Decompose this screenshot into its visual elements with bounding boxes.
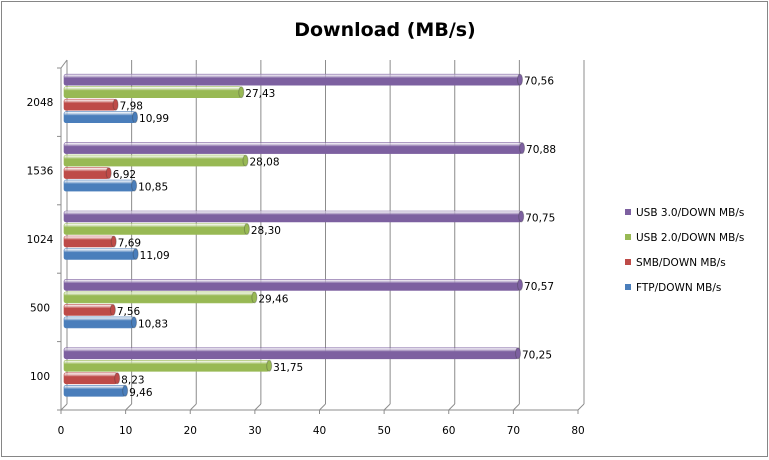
data-label: 9,46	[129, 387, 153, 399]
data-label: 29,46	[258, 293, 288, 305]
bar-cap	[131, 179, 138, 192]
bar	[63, 167, 110, 179]
data-label: 10,83	[138, 318, 168, 330]
bar-cap	[109, 303, 116, 316]
x-tick-label: 40	[313, 425, 326, 437]
data-label: 70,75	[525, 213, 555, 225]
x-tick-label: 80	[571, 425, 584, 437]
bar	[63, 179, 135, 192]
y-tick-label: 2048	[27, 97, 54, 109]
bar	[63, 142, 523, 154]
legend-swatch	[625, 284, 631, 290]
bar	[63, 210, 522, 223]
bar	[63, 304, 114, 316]
y-axis-top	[60, 59, 68, 69]
data-label: 70,25	[522, 349, 552, 361]
bar	[63, 223, 248, 235]
legend-label: USB 2.0/DOWN MB/s	[636, 232, 744, 244]
y-tick-label: 1536	[27, 166, 54, 178]
legend-label: FTP/DOWN MB/s	[636, 282, 721, 294]
bar	[63, 86, 242, 98]
bar-cap	[114, 372, 121, 385]
x-tick-label: 0	[58, 425, 65, 437]
legend-label: USB 3.0/DOWN MB/s	[636, 207, 744, 219]
bar-cap	[132, 248, 139, 260]
x-tick-label: 30	[248, 425, 261, 437]
floor-line	[448, 403, 456, 411]
data-label: 28,08	[249, 157, 279, 169]
bar-cap	[242, 154, 249, 167]
data-label: 7,56	[117, 306, 141, 318]
bar-cap	[518, 210, 525, 223]
data-label: 27,43	[245, 88, 275, 100]
bar	[63, 316, 135, 329]
data-label: 70,88	[526, 144, 556, 156]
legend-swatch	[625, 209, 631, 215]
floor-line	[254, 403, 262, 411]
y-tick-label: 500	[30, 302, 50, 314]
data-label: 8,23	[121, 374, 144, 386]
bar-cap	[266, 359, 273, 372]
data-label: 11,09	[140, 250, 170, 262]
x-tick-label: 60	[442, 425, 455, 437]
floor-line	[189, 403, 197, 411]
bar	[63, 384, 126, 397]
x-tick-label: 10	[119, 425, 132, 437]
bar	[63, 248, 136, 260]
bar	[63, 98, 116, 111]
data-label: 70,56	[524, 76, 554, 88]
bar-cap	[251, 291, 258, 304]
data-label: 70,57	[524, 281, 554, 293]
bar-cap	[130, 316, 137, 329]
data-label: 7,69	[118, 238, 141, 250]
bar	[63, 347, 519, 360]
floor-line	[125, 403, 132, 411]
bar-cap	[122, 384, 129, 397]
bar-cap	[110, 235, 117, 248]
floor-line	[577, 403, 585, 411]
bar-cap	[112, 98, 119, 111]
data-label: 10,99	[139, 113, 169, 125]
floor-line	[383, 403, 391, 411]
bar-cap	[132, 111, 139, 124]
floor-line	[319, 403, 326, 411]
floor-line	[513, 403, 520, 411]
bar	[63, 154, 246, 167]
bar-cap	[519, 142, 526, 155]
bar-cap	[516, 73, 523, 86]
bar	[63, 279, 521, 291]
x-tick-label: 20	[184, 425, 197, 437]
floor-line	[60, 403, 68, 411]
bar	[63, 359, 270, 372]
data-label: 6,92	[113, 169, 136, 181]
bar	[63, 372, 118, 385]
bar-cap	[243, 223, 250, 235]
legend-swatch	[625, 234, 631, 240]
legend-swatch	[625, 259, 631, 265]
data-label: 7,98	[120, 101, 143, 113]
y-tick-label: 100	[30, 371, 50, 383]
bar	[63, 235, 114, 248]
x-tick-label: 70	[507, 425, 520, 437]
legend-label: SMB/DOWN MB/s	[636, 257, 726, 269]
x-tick-label: 50	[377, 425, 390, 437]
y-tick-label: 1024	[27, 234, 54, 246]
bar	[63, 291, 255, 304]
bar-cap	[517, 278, 524, 291]
bar	[63, 73, 521, 86]
bar	[63, 111, 136, 123]
data-label: 31,75	[273, 362, 303, 374]
chart-title: Download (MB/s)	[294, 19, 476, 41]
bar-cap	[105, 167, 112, 180]
data-label: 10,85	[138, 182, 168, 194]
bar-cap	[238, 86, 245, 99]
data-label: 28,30	[251, 225, 281, 237]
bar-cap	[514, 347, 521, 360]
